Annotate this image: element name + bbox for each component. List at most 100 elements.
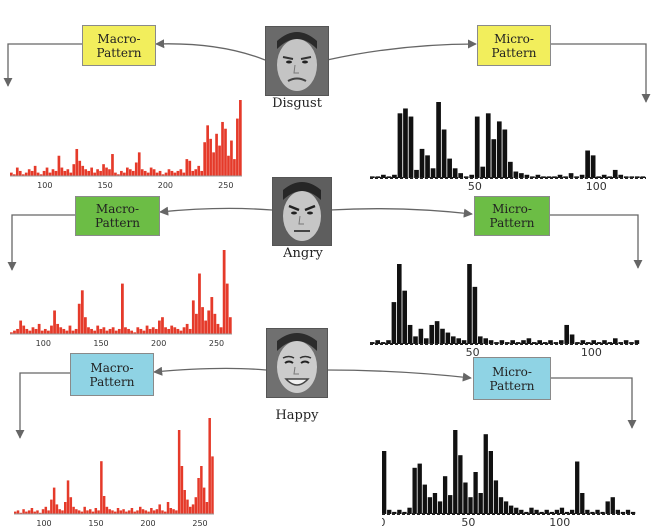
histogram-bar [54, 170, 58, 176]
histogram-bar [541, 176, 546, 178]
histogram-bar [50, 325, 53, 334]
histogram-bar [532, 342, 537, 344]
arrow-face-to-macro [153, 366, 267, 376]
histogram-bar [188, 328, 192, 334]
histogram-bar [205, 502, 209, 514]
histogram-bar [28, 330, 32, 334]
histogram-bar [80, 511, 84, 514]
histogram-bar [16, 328, 19, 334]
histogram-bar [436, 102, 441, 178]
histogram-tick-label: 150 [88, 519, 103, 528]
histogram-bar [66, 480, 70, 514]
histogram-bar [36, 172, 40, 176]
histogram-bar [13, 330, 16, 334]
histogram-bar [164, 172, 168, 176]
histogram-bar [127, 328, 130, 334]
histogram-bar [122, 509, 125, 514]
histogram-bar [36, 510, 39, 514]
histogram-bar [150, 508, 153, 514]
histogram-bar [218, 145, 221, 176]
histogram-bar [45, 167, 49, 176]
histogram-bar [117, 174, 120, 176]
histogram-bar [386, 340, 391, 344]
histogram-bar [66, 169, 70, 176]
emotion-label-angry: Angry [283, 246, 323, 261]
histogram-bar [105, 506, 109, 514]
histogram-bar [147, 511, 150, 514]
histogram-bar [430, 168, 436, 178]
histogram-bar [474, 116, 480, 178]
histogram-bar [41, 509, 45, 514]
histogram-bar [173, 327, 177, 334]
histogram-bar [130, 330, 134, 334]
histogram-bar [197, 165, 201, 176]
histogram-bar [502, 129, 508, 178]
histogram-bar [191, 170, 195, 176]
histogram-bar [215, 133, 218, 176]
histogram-bar [209, 138, 212, 176]
histogram-bar [42, 170, 46, 176]
micro-pattern-label-line1: Micro- [492, 364, 532, 379]
micro-pattern-box-angry: Micro- Pattern [474, 196, 550, 236]
histogram-tick-label: 150 [93, 339, 108, 348]
histogram-bar [170, 325, 174, 334]
histogram-bar [586, 342, 591, 344]
macro-pattern-box-happy: Macro- Pattern [70, 353, 154, 396]
macro-pattern-box-angry: Macro- Pattern [75, 196, 160, 236]
histogram-bar [613, 338, 618, 344]
histogram-bar [625, 509, 631, 514]
macro-pattern-label-line2: Pattern [89, 374, 135, 389]
histogram-bar [569, 509, 575, 514]
histogram-bar [139, 506, 142, 514]
histogram-bar [10, 332, 13, 334]
histogram-bar [158, 504, 161, 514]
histogram-bar [72, 164, 76, 176]
histogram-bar [63, 170, 67, 176]
histogram-bar [422, 484, 427, 514]
histogram-bar [105, 167, 108, 176]
histogram-bar [155, 509, 159, 514]
histogram-bar [508, 161, 513, 178]
histogram-bar [87, 170, 91, 176]
histogram-bar [568, 173, 574, 178]
histogram-bar [605, 501, 610, 514]
histogram-bar [424, 338, 429, 344]
histogram-bar [16, 510, 20, 514]
histogram-bar [458, 455, 463, 514]
histogram-bar [539, 511, 544, 514]
histogram-bar [89, 509, 92, 514]
histogram-bar [48, 172, 52, 176]
histogram-bar [488, 340, 494, 344]
arrow-face-to-micro [326, 39, 477, 61]
histogram-bar [213, 313, 217, 334]
histogram-bar [164, 327, 167, 334]
histogram-bar [137, 152, 141, 176]
micro-histogram-angry: 50 100 [370, 264, 640, 358]
histogram-bar [468, 497, 473, 514]
histogram-bar [72, 506, 75, 514]
histogram-bar [161, 510, 164, 514]
histogram-bar [117, 328, 121, 334]
histogram-bar [12, 174, 16, 176]
histogram-bar [451, 336, 456, 344]
histogram-bar [552, 176, 557, 178]
histogram-bar [198, 273, 201, 334]
angry-face-icon [273, 178, 331, 245]
histogram-bar [227, 155, 230, 176]
histogram-bar [186, 499, 189, 514]
histogram-bar [197, 478, 200, 514]
histogram-bar [19, 512, 23, 514]
histogram-bar [39, 174, 43, 176]
histogram-tick-label: 100 [37, 181, 52, 190]
histogram-bar [228, 317, 232, 334]
histogram-bar [194, 497, 198, 514]
histogram-bar [131, 170, 135, 176]
histogram-bar [96, 169, 99, 176]
histogram-bar [478, 493, 483, 514]
histogram-bar [97, 510, 100, 514]
arrow-face-to-micro [329, 208, 473, 218]
histogram-bar [108, 169, 111, 176]
histogram-bar [148, 328, 152, 334]
histogram-bar [623, 340, 629, 344]
histogram-bar [90, 167, 93, 176]
